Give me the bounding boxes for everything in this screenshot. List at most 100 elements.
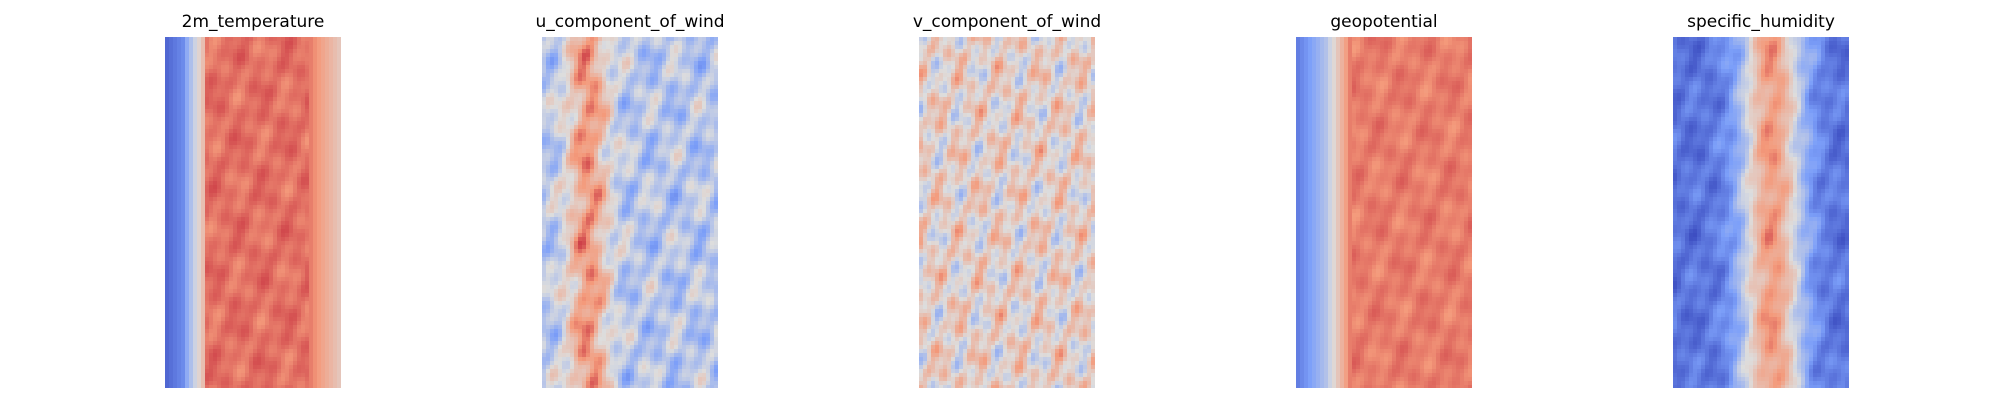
heatmap-cell xyxy=(273,141,278,146)
heatmap-cell xyxy=(201,289,206,294)
heatmap-cell xyxy=(329,357,334,362)
heatmap-cell xyxy=(257,305,262,310)
heatmap-cell xyxy=(558,133,563,138)
heatmap-cell xyxy=(546,97,551,102)
heatmap-cell xyxy=(285,61,290,66)
heatmap-cell xyxy=(670,69,675,74)
heatmap-cell xyxy=(205,341,210,346)
heatmap-cell xyxy=(253,361,258,366)
heatmap-cell xyxy=(209,117,214,122)
heatmap-2m-temperature xyxy=(165,37,341,388)
heatmap-cell xyxy=(249,265,254,270)
heatmap-cell xyxy=(201,377,206,382)
heatmap-cell xyxy=(245,309,250,314)
heatmap-cell xyxy=(181,157,186,162)
heatmap-cell xyxy=(165,293,170,298)
heatmap-cell xyxy=(277,281,282,286)
heatmap-cell xyxy=(277,61,282,66)
heatmap-cell xyxy=(301,353,306,358)
heatmap-cell xyxy=(317,277,322,282)
heatmap-cell xyxy=(209,69,214,74)
heatmap-cell xyxy=(241,285,246,290)
heatmap-cell xyxy=(285,53,290,58)
heatmap-cell xyxy=(293,173,298,178)
heatmap-cell xyxy=(193,97,198,102)
heatmap-cell xyxy=(610,93,615,98)
heatmap-cell xyxy=(253,345,258,350)
heatmap-cell xyxy=(297,165,302,170)
heatmap-cell xyxy=(706,57,711,62)
heatmap-cell xyxy=(193,217,198,222)
heatmap-cell xyxy=(261,349,266,354)
heatmap-cell xyxy=(309,281,314,286)
heatmap-cell xyxy=(574,81,579,86)
heatmap-cell xyxy=(321,149,326,154)
heatmap-cell xyxy=(618,77,623,82)
heatmap-cell xyxy=(197,117,202,122)
heatmap-cell xyxy=(217,321,222,326)
heatmap-cell xyxy=(233,161,238,166)
heatmap-cell xyxy=(313,121,318,126)
heatmap-cell xyxy=(173,85,178,90)
heatmap-cell xyxy=(309,265,314,270)
heatmap-cell xyxy=(634,97,639,102)
heatmap-cell xyxy=(706,97,711,102)
heatmap-cell xyxy=(654,105,659,110)
heatmap-cell xyxy=(618,53,623,58)
heatmap-cell xyxy=(237,213,242,218)
heatmap-cell xyxy=(185,173,190,178)
heatmap-cell xyxy=(209,181,214,186)
heatmap-cell xyxy=(201,305,206,310)
heatmap-cell xyxy=(193,185,198,190)
heatmap-cell xyxy=(281,321,286,326)
heatmap-cell xyxy=(261,365,266,370)
heatmap-cell xyxy=(277,309,282,314)
heatmap-cell xyxy=(578,85,583,90)
heatmap-cell xyxy=(606,113,611,118)
heatmap-cell xyxy=(249,45,254,50)
heatmap-cell xyxy=(710,41,715,46)
heatmap-cell xyxy=(237,117,242,122)
heatmap-cell xyxy=(257,337,262,342)
heatmap-cell xyxy=(329,241,334,246)
heatmap-cell xyxy=(173,305,178,310)
heatmap-cell xyxy=(606,53,611,58)
heatmap-cell xyxy=(337,49,341,54)
heatmap-cell xyxy=(265,109,270,114)
heatmap-cell xyxy=(221,381,226,386)
heatmap-cell xyxy=(193,321,198,326)
heatmap-cell xyxy=(710,73,715,78)
heatmap-cell xyxy=(285,217,290,222)
heatmap-cell xyxy=(309,381,314,386)
heatmap-cell xyxy=(630,93,635,98)
heatmap-cell xyxy=(225,85,230,90)
heatmap-cell xyxy=(309,221,314,226)
heatmap-cell xyxy=(201,261,206,266)
heatmap-cell xyxy=(225,77,230,82)
heatmap-cell xyxy=(309,245,314,250)
heatmap-cell xyxy=(169,113,174,118)
heatmap-cell xyxy=(546,49,551,54)
heatmap-cell xyxy=(225,325,230,330)
heatmap-cell xyxy=(177,225,182,230)
heatmap-cell xyxy=(325,193,330,198)
heatmap-cell xyxy=(325,173,330,178)
heatmap-cell xyxy=(313,65,318,70)
heatmap-cell xyxy=(213,285,218,290)
heatmap-cell xyxy=(281,49,286,54)
heatmap-cell xyxy=(177,333,182,338)
heatmap-cell xyxy=(177,353,182,358)
heatmap-cell xyxy=(209,85,214,90)
heatmap-cell xyxy=(694,89,699,94)
heatmap-cell xyxy=(169,261,174,266)
heatmap-cell xyxy=(329,313,334,318)
heatmap-cell xyxy=(674,97,679,102)
heatmap-cell xyxy=(301,321,306,326)
heatmap-cell xyxy=(590,53,595,58)
heatmap-cell xyxy=(169,97,174,102)
heatmap-cell xyxy=(269,149,274,154)
heatmap-cell xyxy=(574,61,579,66)
heatmap-cell xyxy=(317,281,322,286)
heatmap-cell xyxy=(265,57,270,62)
heatmap-cell xyxy=(261,89,266,94)
